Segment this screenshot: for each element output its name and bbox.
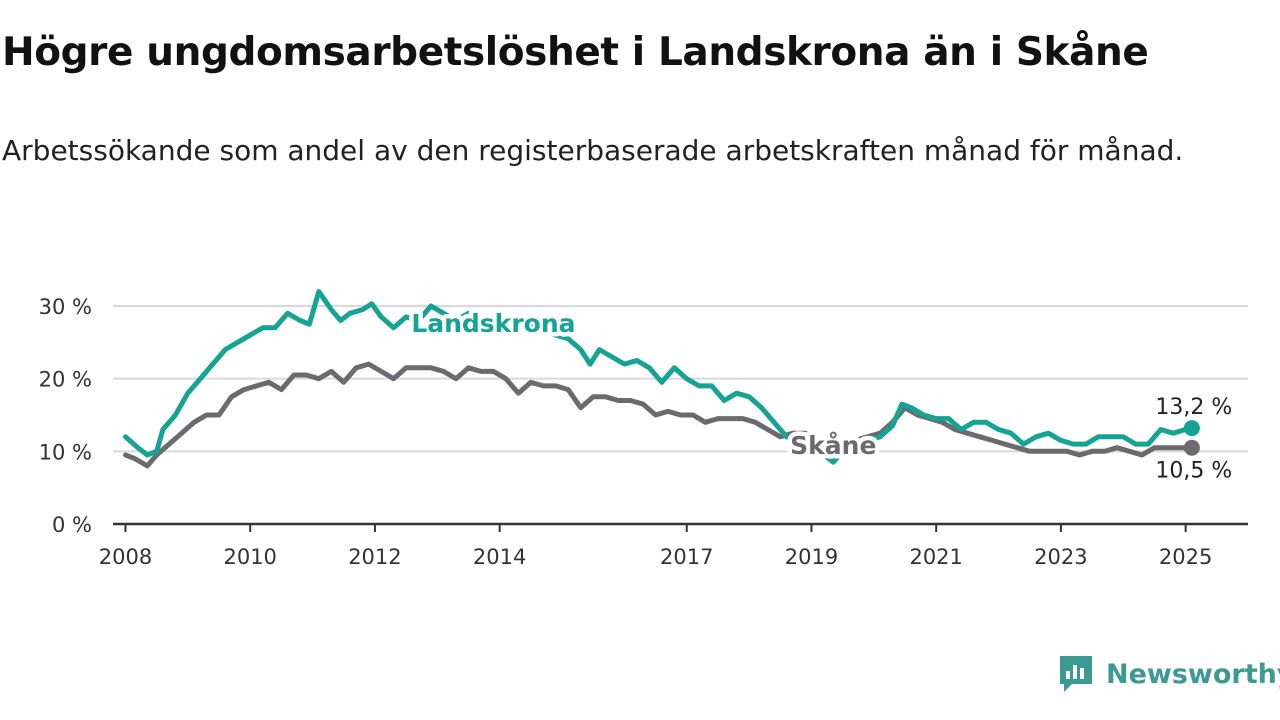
x-tick-label: 2014	[473, 545, 526, 569]
x-tick-label: 2025	[1159, 545, 1212, 569]
brand-name: Newsworthy	[1106, 658, 1280, 690]
x-axis: 2008 2010 2012 2014 2017 2019 2021 2023 2025	[99, 522, 1248, 569]
series-labels: 13,2 % 10,5 % Landskrona Skåne	[407, 305, 1233, 484]
series-lines	[123, 289, 1200, 469]
gridlines	[113, 305, 1248, 453]
x-tick-label: 2023	[1034, 545, 1087, 569]
y-tick-label: 10 %	[39, 440, 92, 464]
series-line-skane	[123, 361, 1195, 469]
endpoint-skane	[1183, 439, 1200, 456]
x-tick-label: 2019	[785, 545, 838, 569]
y-axis-ticks: 0 % 10 % 20 % 30 %	[39, 295, 92, 537]
series-label-skane: Skåne	[790, 431, 876, 460]
x-tick-label: 2021	[909, 545, 962, 569]
newsworthy-logo-icon	[1060, 656, 1092, 692]
endpoint-landskrona	[1183, 420, 1200, 437]
x-tick-label: 2010	[223, 545, 276, 569]
series-line-landskrona	[123, 289, 1195, 465]
chart-title: Högre ungdomsarbetslöshet i Landskrona ä…	[2, 30, 1149, 75]
y-tick-label: 20 %	[39, 368, 92, 392]
end-label-skane: 10,5 %	[1155, 459, 1232, 484]
x-tick-label: 2017	[660, 545, 713, 569]
y-tick-label: 30 %	[39, 295, 92, 319]
chart-subtitle: Arbetssökande som andel av den registerb…	[2, 134, 1184, 167]
x-tick-label: 2008	[99, 545, 152, 569]
y-tick-label: 0 %	[52, 513, 92, 537]
series-label-landskrona: Landskrona	[411, 309, 575, 338]
brand-logo: Newsworthy	[1058, 654, 1280, 694]
end-label-landskrona: 13,2 %	[1155, 395, 1232, 420]
x-tick-label: 2012	[348, 545, 401, 569]
